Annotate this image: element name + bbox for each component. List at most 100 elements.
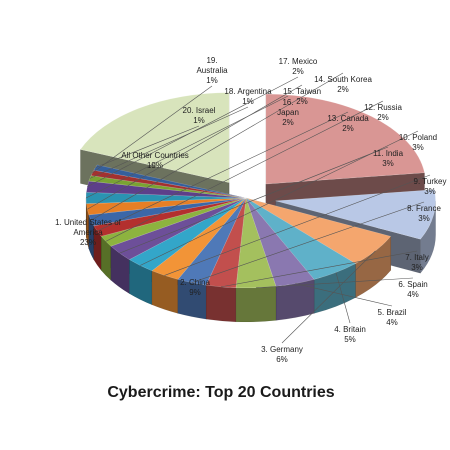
slice-label-line: 19%: [147, 161, 163, 170]
slice-label-line: 3%: [382, 159, 394, 168]
slice-label-line: 1%: [206, 76, 218, 85]
slice-label-line: All Other Countries: [121, 151, 189, 160]
slice-label-france: 8. France 3%: [407, 204, 441, 223]
slice-label-line: 4. Britain: [334, 325, 366, 334]
slice-label-line: 9%: [189, 288, 201, 297]
leader-line-india: [119, 146, 389, 254]
slice-label-line: 4%: [407, 290, 419, 299]
slice-united-states-of-america: [265, 93, 425, 185]
slice-label-line: 14. South Korea: [314, 75, 372, 84]
slice-label-line: 2%: [377, 113, 389, 122]
slice-germany: [245, 197, 392, 264]
slice-south-korea: [88, 197, 247, 227]
leader-line-canada: [97, 111, 349, 232]
slice-label-line: 15. Taiwan: [283, 87, 321, 96]
slice-label-line: Australia: [196, 66, 228, 75]
slice-label-line: 19.: [206, 56, 217, 65]
slice-label-poland: 10. Poland 3%: [399, 133, 437, 152]
slice-labels: 1. United States of America 23% 2. China 9% 3…: [55, 56, 446, 364]
slice-label-line: 6%: [276, 355, 288, 364]
slice-side-spain: [235, 286, 277, 323]
slice-label-italy: 7. Italy 3%: [405, 253, 429, 272]
slice-label-line: Japan: [277, 108, 299, 117]
slice-label-russia: 12. Russia 2%: [364, 103, 402, 122]
slice-label-line: 5. Brazil: [378, 308, 407, 317]
slice-label-line: 4%: [386, 318, 398, 327]
slice-label-line: 10. Poland: [399, 133, 437, 142]
slice-argentina: [88, 175, 247, 199]
slice-label-line: 12. Russia: [364, 103, 402, 112]
leader-line-spain: [256, 277, 414, 289]
slice-label-line: 1. United States of: [55, 218, 122, 227]
leader-line-argentina: [89, 106, 249, 179]
slice-label-japan: 16. Japan 2%: [277, 98, 299, 127]
leader-line-italy: [220, 250, 418, 288]
slice-label-line: America: [73, 228, 103, 237]
leader-line-israel: [95, 125, 200, 168]
slice-label-line: 2%: [337, 85, 349, 94]
slice-label-spain: 6. Spain 4%: [398, 280, 427, 299]
slice-label-line: 13. Canada: [327, 114, 369, 123]
leader-lines: [85, 72, 431, 344]
slice-label-south-korea: 14. South Korea 2%: [314, 75, 372, 94]
slice-label-india: 11. India 3%: [373, 149, 404, 168]
slice-label-mexico: 17. Mexico 2%: [279, 57, 318, 76]
slice-label-taiwan: 15. Taiwan 2%: [283, 87, 321, 106]
leader-line-turkey: [164, 174, 431, 276]
slice-label-all-other-countries: All Other Countries 19%: [121, 151, 189, 170]
leader-line-russia: [105, 100, 384, 242]
slice-label-britain: 4. Britain 5%: [334, 325, 366, 344]
slice-label-line: 6. Spain: [398, 280, 427, 289]
slice-label-israel: 20. Israel 1%: [183, 106, 216, 125]
slice-label-line: 23%: [80, 238, 96, 247]
slice-label-line: 1%: [242, 97, 254, 106]
leader-line-australia: [92, 85, 213, 174]
slice-side-italy: [206, 284, 237, 323]
slice-all-other-countries: [79, 92, 230, 183]
slice-label-line: 18. Argentina: [224, 87, 272, 96]
leader-line-japan: [85, 95, 289, 199]
slice-label-line: 7. Italy: [405, 253, 429, 262]
slice-label-line: 3%: [424, 187, 436, 196]
slice-label-australia: 19. Australia 1%: [196, 56, 228, 85]
slice-label-line: 5%: [344, 335, 356, 344]
slice-label-line: 3%: [411, 263, 423, 272]
chart-title: Cybercrime: Top 20 Countries: [107, 384, 334, 401]
leader-line-britain: [335, 272, 351, 324]
slice-label-line: 2%: [292, 67, 304, 76]
slice-label-line: 20. Israel: [183, 106, 216, 115]
slice-china: [275, 189, 436, 240]
slice-top-layer: [79, 92, 436, 289]
leader-line-taiwan: [87, 84, 303, 210]
slice-label-argentina: 18. Argentina 1%: [224, 87, 272, 106]
slice-label-line: 8. France: [407, 204, 441, 213]
slice-label-line: 2%: [296, 97, 308, 106]
slice-label-line: 3%: [418, 214, 430, 223]
slice-poland: [128, 197, 247, 272]
leader-line-germany: [281, 250, 376, 344]
leader-line-brazil: [295, 283, 393, 307]
slice-label-canada: 13. Canada 2%: [327, 114, 369, 133]
slice-label-germany: 3. Germany 6%: [261, 345, 303, 364]
slice-label-line: 2%: [342, 124, 354, 133]
slice-label-line: 2%: [282, 118, 294, 127]
slice-label-line: 11. India: [373, 149, 404, 158]
slice-label-united-states-of-america: 1. United States of America 23%: [55, 218, 122, 247]
leader-line-south-korea: [90, 72, 344, 221]
slice-britain: [245, 197, 357, 280]
slice-label-line: 3. Germany: [261, 345, 303, 354]
leader-line-france: [191, 201, 425, 283]
slice-label-china: 2. China 9%: [180, 278, 210, 297]
slice-label-line: 9. Turkey: [414, 177, 447, 186]
slice-label-turkey: 9. Turkey 3%: [414, 177, 447, 196]
slice-label-line: 17. Mexico: [279, 57, 318, 66]
slice-japan: [85, 192, 247, 204]
slice-label-brazil: 5. Brazil 4%: [378, 308, 407, 327]
slice-mexico: [86, 180, 247, 199]
slice-label-line: 3%: [412, 143, 424, 152]
slice-label-line: 16.: [282, 98, 293, 107]
slice-turkey: [151, 197, 247, 280]
slice-label-line: 1%: [193, 116, 205, 125]
slice-label-line: 2. China: [180, 278, 210, 287]
